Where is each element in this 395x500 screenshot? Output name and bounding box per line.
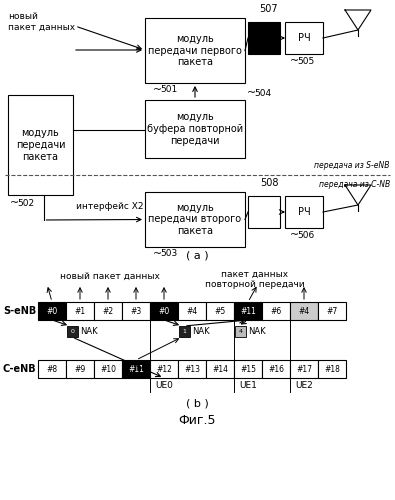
Text: ( a ): ( a )	[186, 250, 208, 260]
Bar	[94, 302, 122, 320]
Bar	[67, 326, 78, 337]
Text: РЧ: РЧ	[297, 207, 310, 217]
Text: #1: #1	[74, 306, 86, 316]
Text: S-eNB: S-eNB	[3, 306, 36, 316]
Text: #16: #16	[268, 364, 284, 374]
Text: передача из S-eNB: передача из S-eNB	[314, 161, 390, 170]
Text: Фиг.5: Фиг.5	[178, 414, 216, 426]
Text: #11: #11	[240, 306, 256, 316]
Text: #0: #0	[158, 306, 169, 316]
Text: ~: ~	[153, 249, 162, 259]
Text: 507: 507	[260, 4, 278, 14]
Bar	[8, 95, 73, 195]
Text: модуль
передачи первого
пакета: модуль передачи первого пакета	[148, 34, 242, 67]
Text: ~: ~	[153, 85, 162, 95]
Bar	[145, 18, 245, 83]
Text: 0: 0	[71, 329, 74, 334]
Text: UE1: UE1	[239, 381, 257, 390]
Bar	[285, 22, 323, 54]
Bar	[38, 360, 66, 378]
Text: UE0: UE0	[155, 381, 173, 390]
Bar	[178, 302, 206, 320]
Bar	[122, 360, 150, 378]
Text: #18: #18	[324, 364, 340, 374]
Text: 502: 502	[17, 198, 34, 207]
Bar	[66, 302, 94, 320]
Bar	[145, 192, 245, 247]
Bar	[178, 360, 206, 378]
Text: пакет данных
повторной передачи: пакет данных повторной передачи	[205, 270, 305, 289]
Text: ~: ~	[290, 56, 299, 66]
Bar	[262, 360, 290, 378]
Bar	[290, 360, 318, 378]
Bar	[122, 302, 150, 320]
Text: #13: #13	[184, 364, 200, 374]
Text: NAK: NAK	[192, 327, 210, 336]
Text: #9: #9	[74, 364, 86, 374]
Text: РЧ: РЧ	[297, 33, 310, 43]
Text: #6: #6	[270, 306, 282, 316]
Bar	[206, 360, 234, 378]
Text: передача из С-NB: передача из С-NB	[319, 180, 390, 189]
Text: #7: #7	[326, 306, 338, 316]
Bar	[206, 302, 234, 320]
Bar	[94, 360, 122, 378]
Text: NAK: NAK	[248, 327, 265, 336]
Text: 504: 504	[254, 88, 271, 98]
Text: #4: #4	[298, 306, 310, 316]
Bar	[234, 360, 262, 378]
Text: C-eNB: C-eNB	[2, 364, 36, 374]
Text: #3: #3	[130, 306, 142, 316]
Text: 508: 508	[260, 178, 278, 188]
Text: новый пакет данных: новый пакет данных	[60, 272, 160, 281]
Text: #0: #0	[46, 306, 58, 316]
Text: ( b ): ( b )	[186, 399, 209, 409]
Text: UE2: UE2	[295, 381, 313, 390]
Text: #4: #4	[186, 306, 198, 316]
Text: интерфейс Х2: интерфейс Х2	[76, 202, 143, 211]
Bar	[234, 302, 262, 320]
Text: 1: 1	[182, 329, 186, 334]
Text: NAK: NAK	[80, 327, 98, 336]
Text: #17: #17	[296, 364, 312, 374]
Text: #15: #15	[240, 364, 256, 374]
Text: ~: ~	[247, 88, 256, 98]
Text: модуль
передачи
пакета: модуль передачи пакета	[16, 128, 65, 162]
Bar	[235, 326, 246, 337]
Text: 501: 501	[160, 86, 177, 94]
Text: #10: #10	[100, 364, 116, 374]
Text: #2: #2	[102, 306, 114, 316]
Text: модуль
передачи второго
пакета: модуль передачи второго пакета	[149, 203, 242, 236]
Bar	[248, 196, 280, 228]
Text: модуль
буфера повторной
передачи: модуль буфера повторной передачи	[147, 112, 243, 146]
Text: #5: #5	[214, 306, 226, 316]
Text: #14: #14	[212, 364, 228, 374]
Bar	[150, 360, 178, 378]
Bar	[145, 100, 245, 158]
Bar	[262, 302, 290, 320]
Text: #11: #11	[128, 364, 144, 374]
Text: #8: #8	[47, 364, 58, 374]
Text: 4: 4	[239, 329, 243, 334]
Bar	[318, 360, 346, 378]
Text: ~: ~	[290, 230, 299, 240]
Text: #12: #12	[156, 364, 172, 374]
Text: ~: ~	[10, 198, 19, 208]
Bar	[248, 22, 280, 54]
Bar	[318, 302, 346, 320]
Text: 503: 503	[160, 250, 177, 258]
Bar	[150, 302, 178, 320]
Text: 505: 505	[297, 56, 314, 66]
Bar	[66, 360, 94, 378]
Bar	[290, 302, 318, 320]
Text: новый
пакет данных: новый пакет данных	[8, 12, 75, 32]
Bar	[38, 302, 66, 320]
Text: 506: 506	[297, 230, 314, 239]
Bar	[285, 196, 323, 228]
Bar	[179, 326, 190, 337]
